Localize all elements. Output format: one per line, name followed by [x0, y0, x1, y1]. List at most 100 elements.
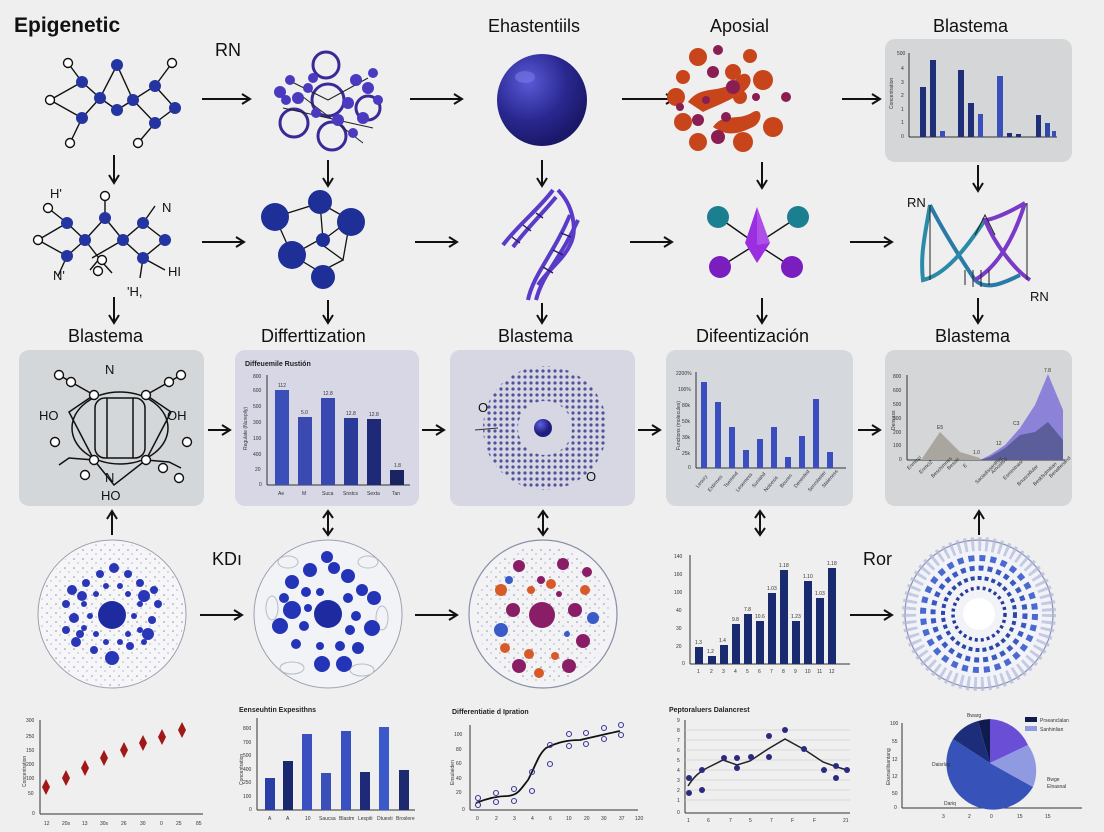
- svg-text:Tan: Tan: [392, 491, 400, 497]
- svg-text:20: 20: [676, 644, 682, 650]
- svg-text:500: 500: [893, 402, 902, 408]
- svg-text:250: 250: [243, 780, 252, 786]
- svg-text:Lespiti: Lespiti: [358, 816, 372, 822]
- molecule-ring-icon: H' N N' HI 'H,: [32, 186, 181, 299]
- dna-helix-icon: [501, 188, 580, 301]
- arrow-down-icon: [972, 165, 984, 193]
- svg-text:6: 6: [758, 669, 761, 675]
- svg-text:Lesury: Lesury: [695, 474, 710, 490]
- svg-text:21: 21: [843, 818, 849, 824]
- atom-label-h-bottom: 'H,: [127, 284, 142, 299]
- chart-title: Differentiatie d Ipration: [452, 709, 529, 716]
- arrow-right-icon: [422, 424, 446, 436]
- chart-panel-difeentizacion: [666, 350, 853, 506]
- svg-text:0: 0: [894, 805, 897, 811]
- svg-text:1: 1: [901, 107, 904, 113]
- helix-label-rn-top: RN: [907, 195, 926, 210]
- svg-text:E: E: [962, 462, 969, 469]
- chart-ylabel: Ensulaiden: [450, 760, 456, 785]
- svg-text:1.8: 1.8: [394, 463, 401, 469]
- svg-text:Saucsa: Saucsa: [319, 816, 336, 822]
- svg-text:0: 0: [990, 814, 993, 820]
- svg-text:2: 2: [901, 93, 904, 99]
- svg-text:30s: 30s: [100, 821, 109, 827]
- svg-text:Dariq: Dariq: [944, 801, 956, 807]
- svg-text:0: 0: [677, 810, 680, 816]
- atom-label-n: N: [162, 200, 171, 215]
- atom-label-h: H': [50, 186, 62, 201]
- chart-ylabel: Concentration: [239, 754, 245, 785]
- label-blastema-top: Blastema: [933, 16, 1009, 36]
- label-difeentizacion: Difeentización: [696, 326, 810, 346]
- svg-text:400: 400: [253, 452, 262, 458]
- svg-text:10.6: 10.6: [755, 614, 765, 620]
- svg-text:0: 0: [32, 811, 35, 817]
- chart-ylabel: Densaxs: [891, 410, 897, 430]
- svg-text:A: A: [268, 816, 272, 822]
- svg-text:0: 0: [462, 807, 465, 813]
- chart-title: Peptoraluers Dalancrest: [669, 707, 750, 714]
- pie-chart: 100 55 12 12 50 0 Ekarsalilsantang Prseanclal…: [886, 713, 1082, 820]
- sphere-icon: [497, 54, 587, 146]
- svg-text:4: 4: [677, 768, 680, 774]
- svg-text:Ae: Ae: [278, 491, 284, 497]
- svg-text:Dtuesti: Dtuesti: [377, 816, 393, 822]
- bar-chart-row4: 140 160 100 40 30 20 0 1.3 1.2 1.4 9.8 7.8 10.6 1.0…: [674, 554, 850, 675]
- svg-text:6: 6: [677, 748, 680, 754]
- svg-text:3: 3: [677, 778, 680, 784]
- svg-text:1.03: 1.03: [815, 591, 825, 597]
- svg-text:2: 2: [710, 669, 713, 675]
- svg-text:20: 20: [584, 816, 590, 822]
- molecule-cluster-icon: [667, 45, 791, 152]
- svg-text:0: 0: [249, 807, 252, 813]
- svg-text:0: 0: [688, 465, 691, 471]
- svg-text:800: 800: [893, 374, 902, 380]
- svg-text:7.8: 7.8: [1044, 368, 1051, 374]
- svg-text:1.2: 1.2: [707, 649, 714, 655]
- label-blastema-2: Blastema: [498, 326, 574, 346]
- molecule-tetra-icon: [707, 206, 809, 278]
- chart-ylabel: Functions (molecules): [676, 401, 682, 450]
- svg-text:1: 1: [901, 120, 904, 126]
- area-chart-blastema: 800 600 500 300 200 100 0 Densaxs E5 1.0 12 C3 7.8…: [891, 368, 1072, 487]
- svg-text:11: 11: [817, 669, 822, 675]
- arrow-right-icon: [842, 93, 882, 105]
- svg-text:160: 160: [674, 572, 683, 578]
- svg-text:9: 9: [677, 718, 680, 724]
- svg-text:4: 4: [531, 816, 534, 822]
- svg-text:Bwarg: Bwarg: [967, 713, 981, 719]
- svg-text:Suca: Suca: [322, 491, 334, 497]
- svg-text:3: 3: [901, 80, 904, 86]
- svg-text:500: 500: [243, 753, 252, 759]
- svg-text:30k: 30k: [682, 435, 691, 441]
- svg-text:4: 4: [901, 66, 904, 72]
- svg-text:37: 37: [619, 816, 625, 822]
- arrow-down-icon: [322, 300, 334, 325]
- cell-colored-icon: [468, 539, 618, 689]
- svg-text:3: 3: [722, 669, 725, 675]
- atom-label-n-bottom: N: [105, 470, 114, 485]
- arrow-right-icon: [208, 424, 232, 436]
- svg-text:3: 3: [513, 816, 516, 822]
- arrow-down-icon: [536, 160, 548, 188]
- label-blastema-1: Blastema: [68, 326, 144, 346]
- arrow-down-icon: [108, 297, 120, 325]
- svg-text:500: 500: [897, 51, 906, 57]
- svg-text:30: 30: [601, 816, 607, 822]
- svg-text:15: 15: [1045, 814, 1051, 820]
- arrow-up-icon: [106, 509, 118, 535]
- svg-text:80: 80: [456, 747, 462, 753]
- atom-label-ho-left: HO: [39, 408, 59, 423]
- svg-text:Concentration: Concentration: [889, 78, 895, 109]
- label-ehastentiils: Ehastentiils: [488, 16, 581, 36]
- arrow-right-icon: [850, 609, 894, 621]
- svg-text:2: 2: [968, 814, 971, 820]
- label-blastema-3: Blastema: [935, 326, 1011, 346]
- molecule-cube-icon: N HO OH N HO: [39, 362, 193, 503]
- legend-item: Prseanclalan: [1040, 718, 1069, 724]
- bar-chart-expression: Eenseuhtin Expesithns 800700500400250100…: [239, 707, 415, 822]
- svg-text:Daisrlag: Daisrlag: [932, 762, 951, 768]
- arrow-updown-icon: [322, 509, 334, 537]
